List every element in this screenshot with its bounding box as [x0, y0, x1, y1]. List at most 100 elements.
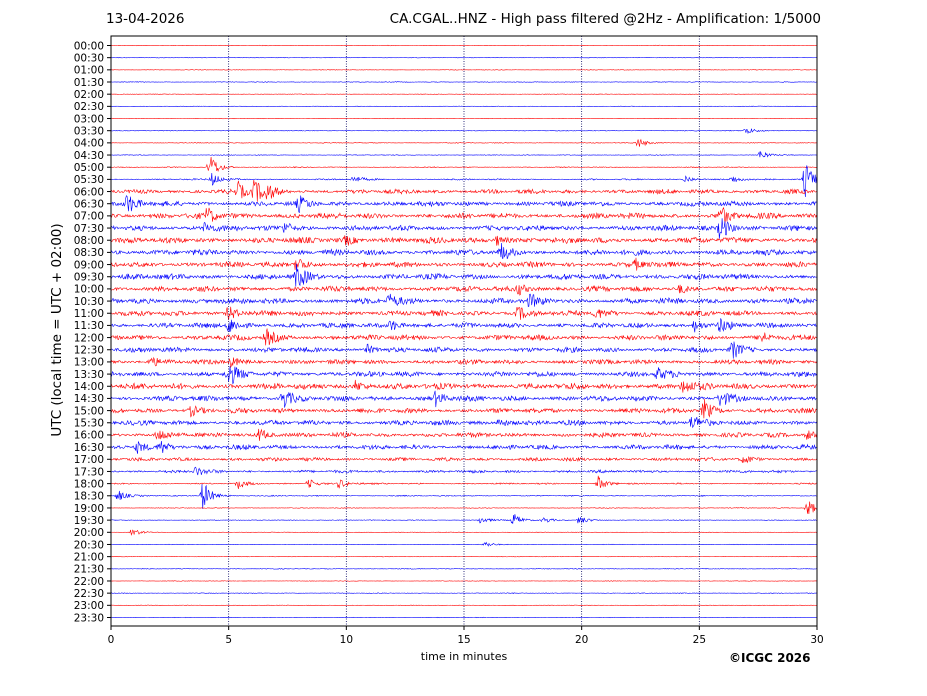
x-tick-label: 20	[575, 634, 588, 646]
trace-0330	[110, 128, 817, 135]
x-axis-ticks: 0 5 10 15 20 25 30	[108, 626, 824, 646]
y-tick-label: 17:30	[74, 466, 104, 478]
trace-1900	[110, 501, 817, 515]
y-tick-label: 18:30	[74, 491, 104, 503]
y-axis-ticks: 00:0000:3001:0001:3002:0002:3003:0003:30…	[74, 40, 111, 624]
trace-0230	[110, 105, 817, 107]
trace-1200	[110, 328, 817, 346]
y-tick-label: 11:30	[74, 320, 104, 332]
trace-0200	[110, 93, 817, 95]
y-tick-label: 05:30	[74, 174, 104, 186]
trace-0730	[110, 218, 817, 239]
x-tick-label: 10	[340, 634, 353, 646]
y-tick-label: 19:30	[74, 515, 104, 527]
trace-1730	[110, 466, 817, 476]
y-tick-label: 22:00	[74, 576, 104, 588]
trace-0000	[110, 44, 817, 47]
y-tick-label: 01:30	[74, 77, 104, 89]
trace-2230	[110, 592, 817, 594]
trace-1800	[110, 475, 817, 490]
y-tick-label: 09:30	[74, 272, 104, 284]
y-tick-label: 02:30	[74, 101, 104, 113]
y-tick-label: 15:00	[74, 405, 104, 417]
y-tick-label: 17:00	[74, 454, 104, 466]
trace-0800	[110, 235, 817, 246]
trace-0030	[110, 57, 817, 59]
trace-2030	[110, 541, 817, 547]
trace-1430	[110, 390, 817, 408]
y-tick-label: 00:00	[74, 40, 104, 52]
x-tick-label: 30	[810, 634, 823, 646]
y-tick-label: 13:30	[74, 369, 104, 381]
y-tick-label: 00:30	[74, 52, 104, 64]
copyright-text: ©ICGC 2026	[729, 651, 811, 665]
y-tick-label: 23:30	[74, 612, 104, 624]
y-tick-label: 21:00	[74, 551, 104, 563]
y-tick-label: 18:00	[74, 478, 104, 490]
y-tick-label: 02:00	[74, 89, 104, 101]
trace-2000	[110, 529, 817, 536]
y-tick-label: 10:00	[74, 284, 104, 296]
trace-1700	[110, 455, 817, 464]
trace-1530	[110, 416, 817, 429]
y-tick-label: 09:00	[74, 259, 104, 271]
y-tick-label: 08:30	[74, 247, 104, 259]
y-tick-label: 06:00	[74, 186, 104, 198]
y-tick-label: 21:30	[74, 564, 104, 576]
trace-1330	[110, 366, 817, 385]
trace-1300	[110, 356, 817, 369]
trace-0600	[110, 180, 817, 202]
x-tick-label: 0	[108, 634, 115, 646]
trace-1030	[110, 293, 817, 308]
y-axis-label: UTC (local time = UTC + 02:00)	[49, 223, 65, 437]
y-tick-label: 16:30	[74, 442, 104, 454]
y-tick-label: 20:00	[74, 527, 104, 539]
y-tick-label: 06:30	[74, 199, 104, 211]
trace-0100	[110, 69, 817, 71]
trace-0500	[110, 156, 817, 173]
plot-frame	[110, 35, 818, 627]
trace-0430	[110, 151, 817, 158]
trace-2330	[110, 616, 817, 619]
trace-1100	[110, 306, 817, 321]
y-tick-label: 04:00	[74, 138, 104, 150]
trace-1630	[110, 440, 817, 454]
trace-0830	[110, 243, 817, 260]
y-tick-label: 14:00	[74, 381, 104, 393]
y-tick-label: 20:30	[74, 539, 104, 551]
y-tick-label: 12:00	[74, 332, 104, 344]
chart-title: CA.CGAL..HNZ - High pass filtered @2Hz -…	[389, 11, 821, 27]
trace-1600	[110, 428, 817, 441]
y-tick-label: 22:30	[74, 588, 104, 600]
grid-lines	[228, 36, 700, 626]
y-tick-label: 23:00	[74, 600, 104, 612]
y-tick-label: 19:00	[74, 503, 104, 515]
y-tick-label: 07:00	[74, 211, 104, 223]
y-tick-label: 01:00	[74, 65, 104, 77]
x-tick-label: 15	[457, 634, 470, 646]
trace-0300	[110, 117, 817, 120]
trace-0900	[110, 257, 817, 271]
trace-0930	[110, 263, 817, 287]
x-tick-label: 25	[693, 634, 706, 646]
chart-date: 13-04-2026	[106, 11, 185, 27]
trace-1230	[110, 341, 817, 359]
y-tick-label: 03:30	[74, 125, 104, 137]
y-tick-label: 04:30	[74, 150, 104, 162]
x-axis-label: time in minutes	[420, 650, 508, 663]
trace-1500	[110, 398, 817, 419]
trace-0400	[110, 138, 817, 147]
trace-1000	[110, 284, 817, 296]
y-tick-label: 05:00	[74, 162, 104, 174]
y-tick-label: 03:00	[74, 113, 104, 125]
y-tick-label: 10:30	[74, 296, 104, 308]
trace-2300	[110, 604, 817, 607]
trace-0630	[110, 195, 817, 214]
y-tick-label: 16:00	[74, 430, 104, 442]
trace-1400	[110, 379, 817, 393]
trace-2130	[110, 568, 817, 570]
y-tick-label: 15:30	[74, 418, 104, 430]
trace-2200	[110, 580, 817, 582]
y-tick-label: 13:00	[74, 357, 104, 369]
